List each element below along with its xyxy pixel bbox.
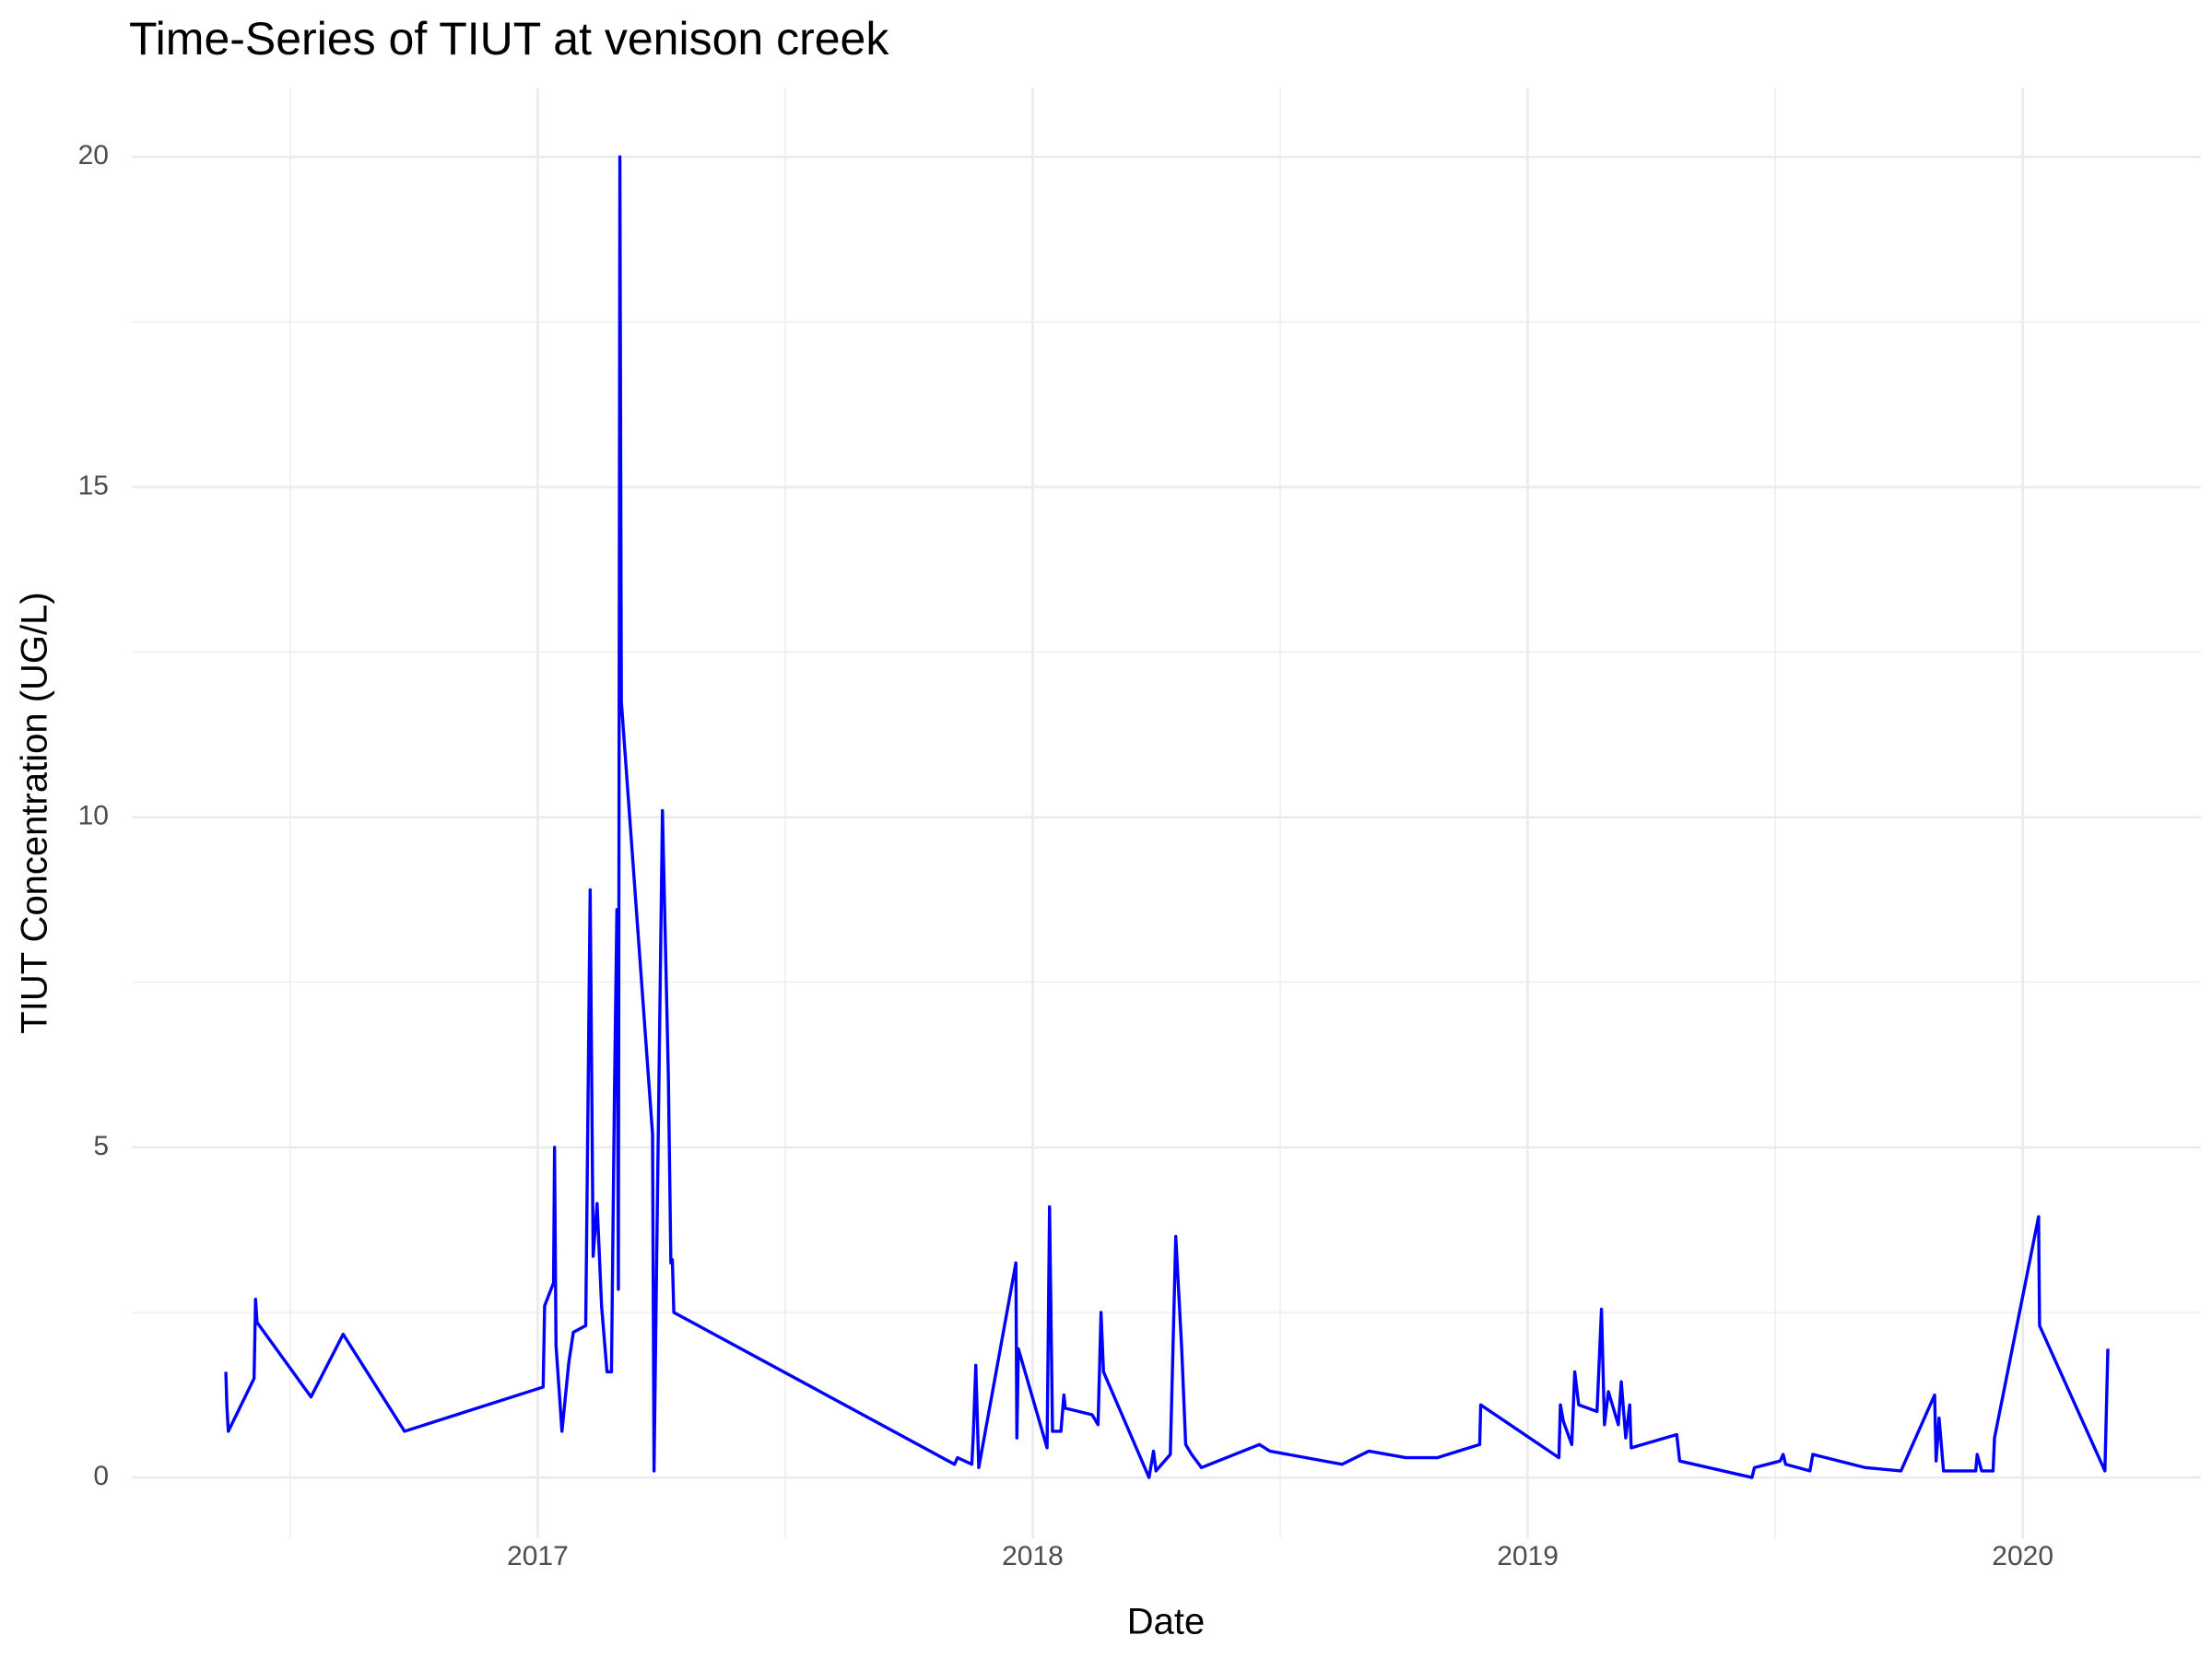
y-tick-label: 10 bbox=[78, 801, 109, 831]
x-tick-label: 2020 bbox=[1992, 1541, 2053, 1571]
x-tick-label: 2018 bbox=[1002, 1541, 1064, 1571]
x-tick-label: 2019 bbox=[1497, 1541, 1559, 1571]
y-axis-title: TIUT Concentration (UG/L) bbox=[15, 592, 55, 1033]
y-tick-label: 15 bbox=[78, 470, 109, 500]
data-line bbox=[224, 155, 2110, 1479]
y-tick-label: 0 bbox=[93, 1461, 109, 1491]
x-axis-title: Date bbox=[1127, 1602, 1206, 1642]
x-tick-label: 2017 bbox=[507, 1541, 569, 1571]
chart-title: Time-Series of TIUT at venison creek bbox=[129, 13, 889, 65]
y-tick-label: 20 bbox=[78, 140, 109, 171]
y-tick-label: 5 bbox=[93, 1131, 109, 1161]
